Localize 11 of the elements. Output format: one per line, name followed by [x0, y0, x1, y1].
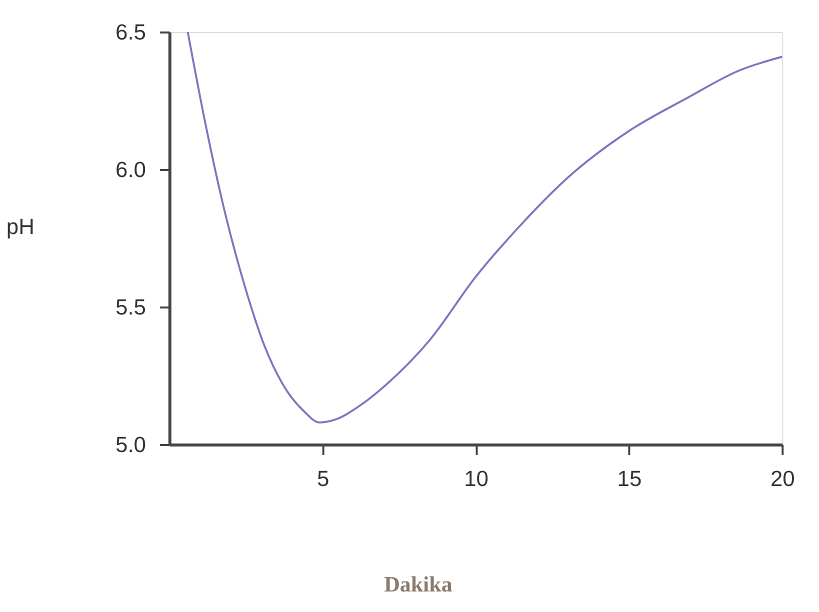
y-tick-label: 5.0: [116, 432, 146, 457]
y-tick-label: 5.5: [116, 294, 146, 320]
y-tick-label: 6.0: [116, 156, 146, 182]
y-tick-label: 6.5: [116, 19, 146, 44]
x-tick-label: 10: [464, 466, 488, 491]
x-axis-title: Dakika: [384, 571, 452, 596]
line-series: [186, 30, 784, 424]
x-tick-label: 20: [770, 466, 795, 491]
y-axis-title: pH: [6, 214, 34, 239]
x-tick-label: 5: [316, 466, 330, 491]
x-tick-label: 15: [617, 466, 642, 491]
